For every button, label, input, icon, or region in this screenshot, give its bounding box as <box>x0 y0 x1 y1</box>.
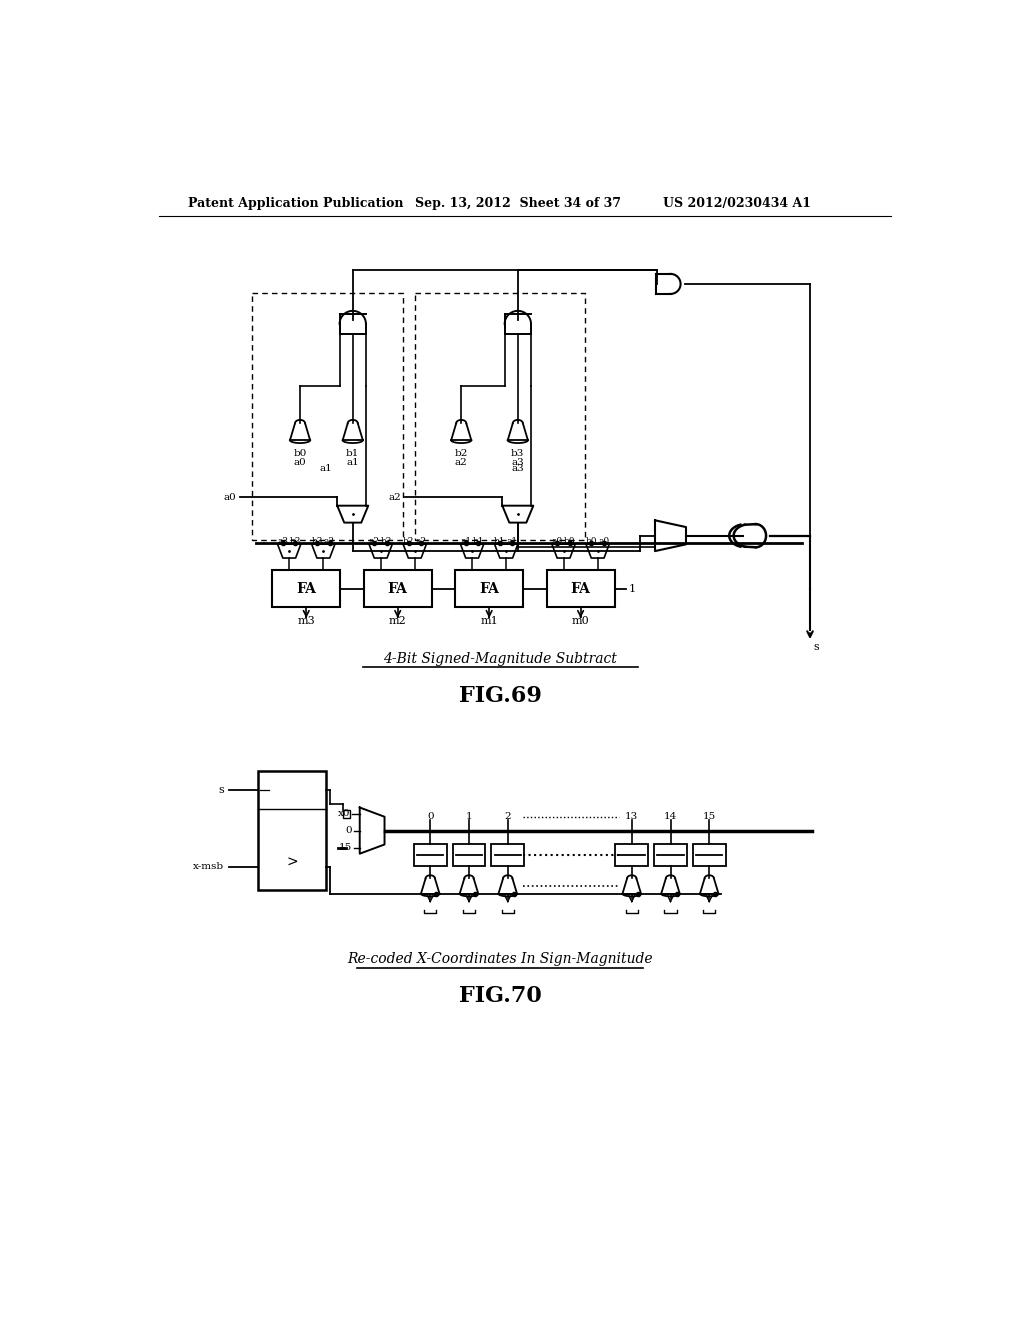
Text: b3: b3 <box>511 449 524 458</box>
Text: b0: b0 <box>564 537 575 545</box>
Text: m2: m2 <box>389 616 407 626</box>
Text: 15: 15 <box>702 812 716 821</box>
Text: m3: m3 <box>297 616 315 626</box>
Text: FA: FA <box>296 582 316 595</box>
Text: FA: FA <box>570 582 591 595</box>
Text: 0: 0 <box>345 826 352 836</box>
Text: 14: 14 <box>664 812 677 821</box>
FancyBboxPatch shape <box>654 845 687 866</box>
Text: a1: a1 <box>346 458 359 467</box>
Text: FA: FA <box>388 582 408 595</box>
Text: m1: m1 <box>480 616 498 626</box>
Text: a1: a1 <box>319 465 332 473</box>
Text: >: > <box>286 855 298 870</box>
FancyBboxPatch shape <box>414 845 446 866</box>
Text: a2: a2 <box>455 458 468 467</box>
FancyBboxPatch shape <box>615 845 648 866</box>
Text: a0: a0 <box>294 458 306 467</box>
Text: a2: a2 <box>389 492 401 502</box>
FancyBboxPatch shape <box>258 771 326 890</box>
Text: 15: 15 <box>339 843 352 851</box>
Text: x-msb: x-msb <box>193 862 224 871</box>
FancyBboxPatch shape <box>455 570 523 607</box>
Text: b3: b3 <box>290 537 301 545</box>
Text: FIG.69: FIG.69 <box>459 685 542 708</box>
Text: a0: a0 <box>552 537 563 545</box>
FancyBboxPatch shape <box>343 810 350 817</box>
Text: 1: 1 <box>466 812 472 821</box>
Text: a3: a3 <box>511 465 524 473</box>
FancyBboxPatch shape <box>693 845 726 866</box>
Text: b2: b2 <box>455 449 468 458</box>
Text: a3: a3 <box>324 537 335 545</box>
Text: m0: m0 <box>571 616 590 626</box>
Text: a2: a2 <box>416 537 426 545</box>
Text: 1: 1 <box>628 583 635 594</box>
Text: b2: b2 <box>381 537 392 545</box>
Text: a1: a1 <box>507 537 518 545</box>
Text: FIG.70: FIG.70 <box>459 985 542 1007</box>
Text: 4-Bit Signed-Magnitude Subtract: 4-Bit Signed-Magnitude Subtract <box>383 652 616 665</box>
Text: a1: a1 <box>461 537 471 545</box>
Text: b1: b1 <box>472 537 484 545</box>
Text: a0: a0 <box>224 492 237 502</box>
FancyBboxPatch shape <box>547 570 614 607</box>
Text: b0: b0 <box>293 449 307 458</box>
Text: s: s <box>813 643 819 652</box>
Text: 2: 2 <box>505 812 511 821</box>
Text: a3: a3 <box>278 537 289 545</box>
Text: b2: b2 <box>402 537 415 545</box>
Text: a0: a0 <box>598 537 609 545</box>
Text: a2: a2 <box>369 537 380 545</box>
Text: b3: b3 <box>311 537 323 545</box>
FancyBboxPatch shape <box>364 570 432 607</box>
Text: 13: 13 <box>625 812 638 821</box>
Text: x0: x0 <box>338 809 350 818</box>
Text: Re-coded X-Coordinates In Sign-Magnitude: Re-coded X-Coordinates In Sign-Magnitude <box>347 952 653 966</box>
Text: 0: 0 <box>427 812 433 821</box>
FancyBboxPatch shape <box>492 845 524 866</box>
Text: Sep. 13, 2012  Sheet 34 of 37: Sep. 13, 2012 Sheet 34 of 37 <box>415 197 621 210</box>
FancyBboxPatch shape <box>453 845 485 866</box>
Text: FA: FA <box>479 582 499 595</box>
Text: Patent Application Publication: Patent Application Publication <box>188 197 403 210</box>
Text: s: s <box>218 785 224 795</box>
Text: b0: b0 <box>586 537 597 545</box>
Text: US 2012/0230434 A1: US 2012/0230434 A1 <box>663 197 811 210</box>
FancyBboxPatch shape <box>272 570 340 607</box>
Text: b1: b1 <box>495 537 506 545</box>
Text: b1: b1 <box>346 449 359 458</box>
Text: a3: a3 <box>511 458 524 467</box>
